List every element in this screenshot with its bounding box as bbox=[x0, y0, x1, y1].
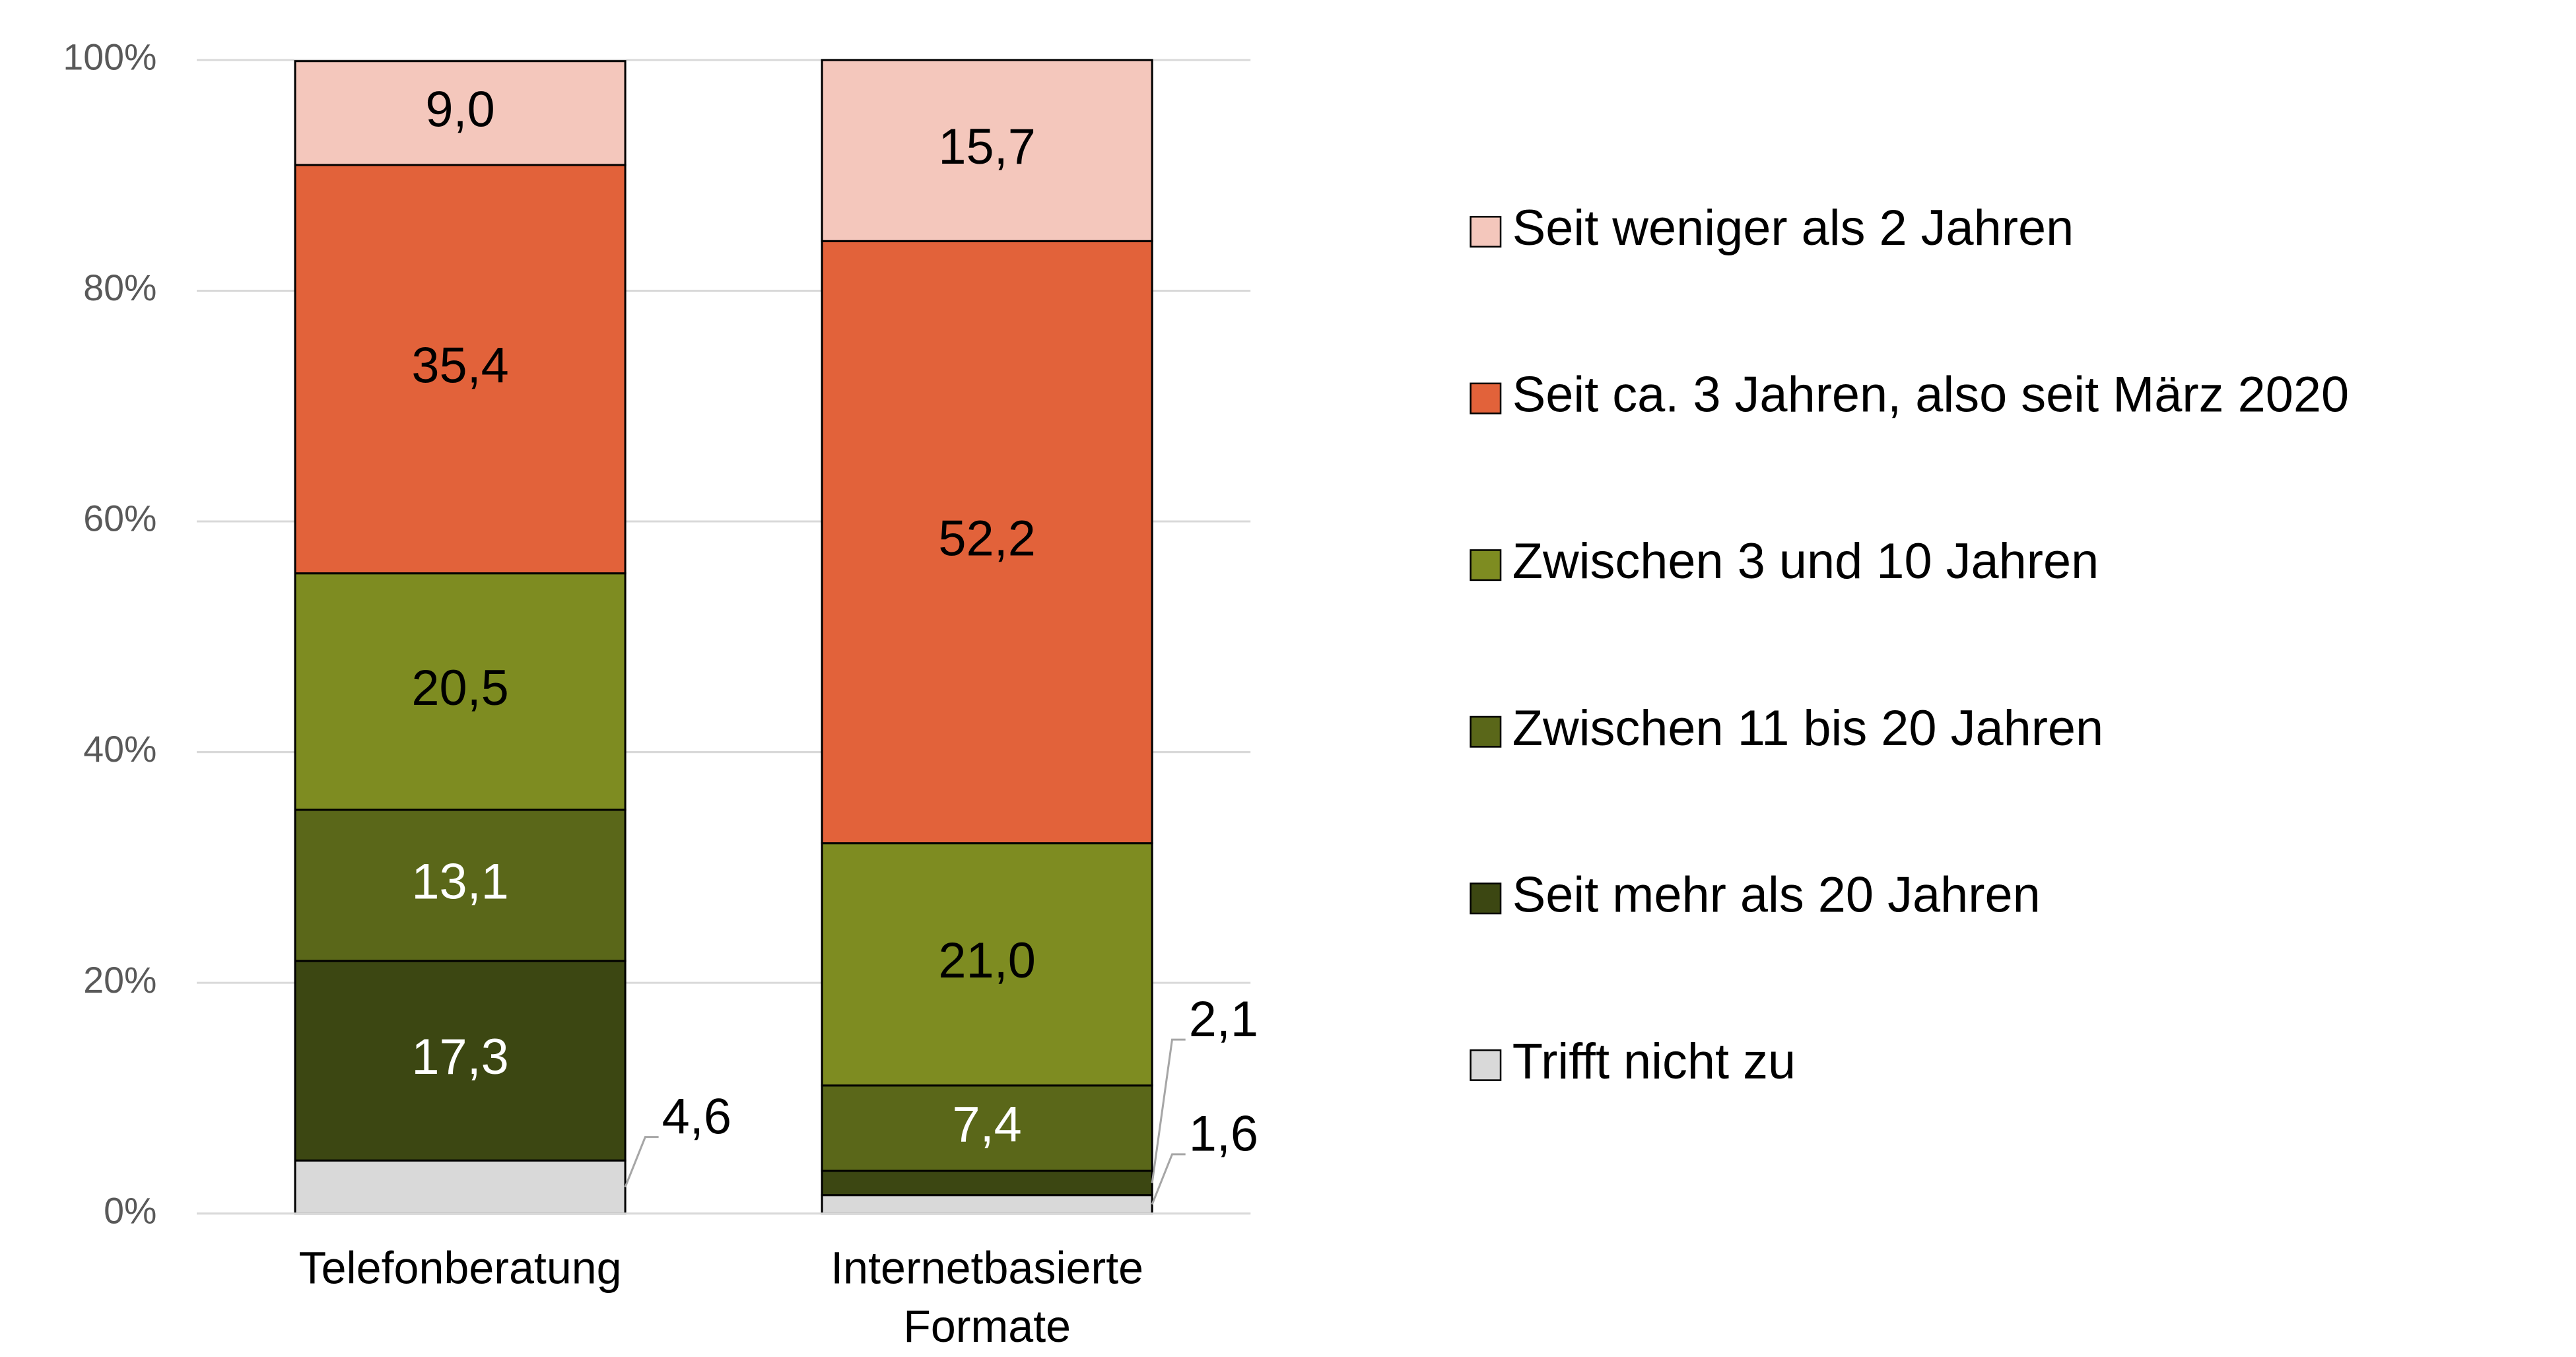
bar-segment bbox=[294, 572, 627, 811]
legend-swatch bbox=[1470, 216, 1502, 248]
leader-line bbox=[624, 1136, 659, 1188]
bar-segment bbox=[821, 1084, 1153, 1172]
y-tick-label: 0% bbox=[104, 1190, 156, 1231]
value-label: 2,1 bbox=[1189, 991, 1258, 1047]
leader-line bbox=[1151, 1153, 1186, 1205]
bar-segment bbox=[821, 59, 1153, 242]
value-label: 9,0 bbox=[425, 81, 494, 137]
bar-segment bbox=[294, 60, 627, 166]
x-tick-label: Internetbasierte Formate bbox=[830, 1243, 1144, 1352]
leader-line bbox=[1151, 1038, 1186, 1183]
value-label: 13,1 bbox=[411, 853, 508, 910]
bar-segment bbox=[294, 1159, 627, 1215]
y-tick-label: 40% bbox=[83, 729, 156, 770]
y-tick-label: 80% bbox=[83, 267, 156, 308]
bar-segment bbox=[821, 240, 1153, 845]
legend-swatch bbox=[1470, 382, 1502, 414]
y-tick-label: 20% bbox=[83, 960, 156, 1001]
y-tick-label: 100% bbox=[63, 37, 156, 78]
bar-segment bbox=[821, 1194, 1153, 1215]
legend-label: Zwischen 3 und 10 Jahren bbox=[1512, 533, 2099, 589]
bar-segment bbox=[294, 809, 627, 962]
value-label: 52,2 bbox=[938, 510, 1035, 566]
bar-segment bbox=[294, 960, 627, 1162]
x-tick-label: Telefonberatung bbox=[298, 1243, 622, 1294]
legend-swatch bbox=[1470, 1049, 1502, 1081]
value-label: 17,3 bbox=[411, 1029, 508, 1085]
value-label: 15,7 bbox=[938, 119, 1035, 175]
legend-label: Seit ca. 3 Jahren, also seit März 2020 bbox=[1512, 367, 2349, 423]
legend-swatch bbox=[1470, 715, 1502, 748]
legend-label: Seit mehr als 20 Jahren bbox=[1512, 867, 2041, 923]
value-label: 20,5 bbox=[411, 660, 508, 716]
legend-label: Trifft nicht zu bbox=[1512, 1034, 1796, 1090]
legend-swatch bbox=[1470, 549, 1502, 581]
value-label: 1,6 bbox=[1189, 1106, 1258, 1162]
value-label: 7,4 bbox=[952, 1096, 1021, 1152]
legend-label: Zwischen 11 bis 20 Jahren bbox=[1512, 700, 2103, 756]
legend-swatch bbox=[1470, 882, 1502, 915]
value-label: 21,0 bbox=[938, 933, 1035, 989]
y-tick-label: 60% bbox=[83, 498, 156, 539]
bar-segment bbox=[821, 1170, 1153, 1197]
legend-label: Seit weniger als 2 Jahren bbox=[1512, 200, 2074, 256]
value-label: 35,4 bbox=[411, 337, 508, 393]
value-label: 4,6 bbox=[662, 1088, 731, 1144]
bar-segment bbox=[821, 842, 1153, 1087]
